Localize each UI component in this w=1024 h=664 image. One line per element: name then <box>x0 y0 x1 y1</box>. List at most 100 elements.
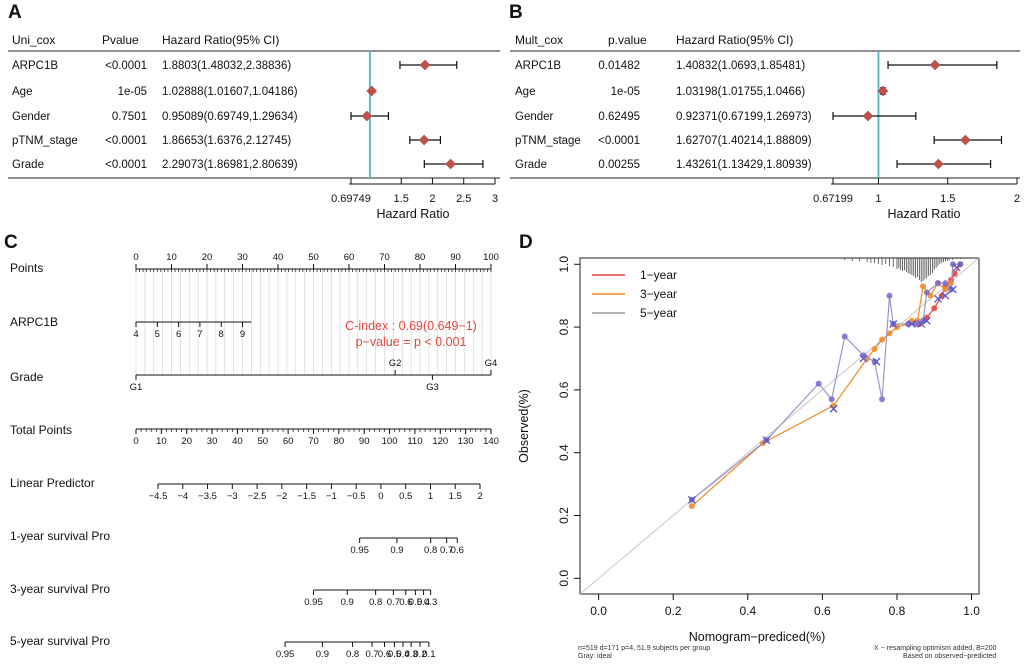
tick-label: 0 <box>133 252 138 263</box>
series-line <box>691 282 952 507</box>
tick-label: 0.4 <box>417 597 430 608</box>
footnote-observed-predicted: Based on observed−predicted <box>903 653 996 660</box>
series-point <box>841 333 848 340</box>
hazard-ratio-point <box>366 85 378 97</box>
hazard-ratio-point <box>419 59 431 71</box>
series-point <box>934 280 941 287</box>
y-tick-label: 1.0 <box>557 256 571 273</box>
scale-label: 1-year survival Pro <box>10 529 110 543</box>
tick-label: 120 <box>432 436 448 447</box>
series-point <box>871 358 878 365</box>
tick-label: −4.5 <box>149 491 168 502</box>
forest-rows: ARPC1B <0.0001 1.8803(1.48032,2.38836) Age 1… <box>12 60 298 171</box>
tick-label: 90 <box>359 436 370 447</box>
variable-name: pTNM_stage <box>12 135 78 147</box>
tick-label: −0.5 <box>347 491 366 502</box>
tick-label: 0.8 <box>424 545 437 556</box>
tick-label: 110 <box>407 436 422 447</box>
panel-d-calibration-plot: D 0.0 0.2 0.4 0.6 0.8 1.0 0.0 0.2 0.4 0.6 0.8 1.0 1−… <box>517 232 997 660</box>
tick-label: 70 <box>308 436 319 447</box>
hazard-ratio-text: 1.02888(1.01607,1.04186) <box>162 86 298 98</box>
tick-label: 0.3 <box>424 597 437 608</box>
tick-label: 70 <box>379 252 390 263</box>
scale-label: ARPC1B <box>10 315 58 329</box>
panel-a-forest-plot: A Uni_cox Pvalue Hazard Ratio(95% CI) AR… <box>8 2 500 221</box>
tick-label: 20 <box>202 252 213 263</box>
tick-label: −2.5 <box>248 491 267 502</box>
series-point <box>931 305 938 312</box>
resampling-cross <box>948 285 957 294</box>
variable-name: Age <box>515 86 535 98</box>
tick-label: 0.9 <box>341 597 354 608</box>
resampling-cross <box>889 319 898 328</box>
tick-label: 0.6 <box>399 597 412 608</box>
hazard-ratio-text: 0.92371(0.67199,1.26973) <box>676 111 812 123</box>
resampling-cross <box>872 357 881 366</box>
tick-label: 0.6 <box>378 649 391 660</box>
tick-label: 6 <box>176 329 181 340</box>
tick-label: 2 <box>477 491 482 502</box>
x-tick-label: 0.67199 <box>813 193 853 205</box>
p-value: 0.7501 <box>112 111 147 123</box>
tick-label: 10 <box>156 436 167 447</box>
x-tick-label: 0.0 <box>590 604 607 618</box>
tick-label: 60 <box>283 436 294 447</box>
tick-label: −4 <box>177 491 188 502</box>
series-point <box>830 402 837 409</box>
hazard-ratio-text: 1.40832(1.0693,1.85481) <box>676 60 805 72</box>
variable-name: pTNM_stage <box>515 135 581 147</box>
tick-label: G4 <box>485 358 498 369</box>
series-point <box>942 286 949 293</box>
x-tick-label: 0.8 <box>889 604 906 618</box>
hazard-ratio-point <box>959 134 971 146</box>
tick-label: 0.1 <box>422 649 435 660</box>
series-point <box>815 380 822 387</box>
panel-letter-b: B <box>509 2 523 23</box>
forest-plot-marks: 0.67199 1 1.5 2 <box>813 51 1020 205</box>
p-value: 1e-05 <box>611 86 640 98</box>
p-value: <0.0001 <box>105 135 147 147</box>
tick-label: 0.5 <box>388 649 401 660</box>
tick-label: 60 <box>344 252 355 263</box>
hazard-ratio-point <box>933 158 944 170</box>
tick-label: 0.5 <box>409 597 422 608</box>
tick-label: 0.3 <box>405 649 418 660</box>
tick-label: 100 <box>382 436 398 447</box>
hazard-ratio-text: 1.03198(1.01755,1.0466) <box>676 86 805 98</box>
tick-label: 9 <box>240 329 245 340</box>
tick-label: 0.4 <box>396 649 409 660</box>
x-tick-label: 1.5 <box>394 193 409 205</box>
resampling-cross <box>922 316 931 325</box>
tick-label: 7 <box>197 329 202 340</box>
y-tick-label: 0.2 <box>557 507 571 524</box>
p-value: 0.01482 <box>598 60 640 72</box>
resampling-cross <box>687 495 696 504</box>
resampling-cross <box>829 404 838 413</box>
column-header-pvalue: Pvalue <box>102 33 139 47</box>
hazard-ratio-point <box>862 110 874 122</box>
column-header-pvalue: p.value <box>608 33 647 47</box>
tick-label: 30 <box>237 252 248 263</box>
tick-label: 1 <box>428 491 433 502</box>
tick-label: 90 <box>450 252 461 263</box>
x-tick-label: 2 <box>429 193 435 205</box>
series-line <box>691 263 961 501</box>
legend-label: 1−year <box>640 268 677 282</box>
series-point <box>951 270 958 277</box>
series-point <box>920 283 927 290</box>
tick-label: −3.5 <box>198 491 217 502</box>
series-point <box>688 503 695 510</box>
tick-label: 0.5 <box>399 491 412 502</box>
x-tick-label: 1.0 <box>963 604 980 618</box>
scale-label: Points <box>10 261 43 275</box>
tick-label: 130 <box>458 436 474 447</box>
tick-label: 0.9 <box>390 545 403 556</box>
tick-label: G2 <box>389 358 402 369</box>
hazard-ratio-text: 1.43261(1.13429,1.80939) <box>676 159 812 171</box>
series-point <box>871 346 878 353</box>
x-tick-label: 0.2 <box>665 604 682 618</box>
scale-label: Grade <box>10 370 44 384</box>
x-tick-label: 0.6 <box>814 604 831 618</box>
p-value: 0.00255 <box>598 159 640 171</box>
